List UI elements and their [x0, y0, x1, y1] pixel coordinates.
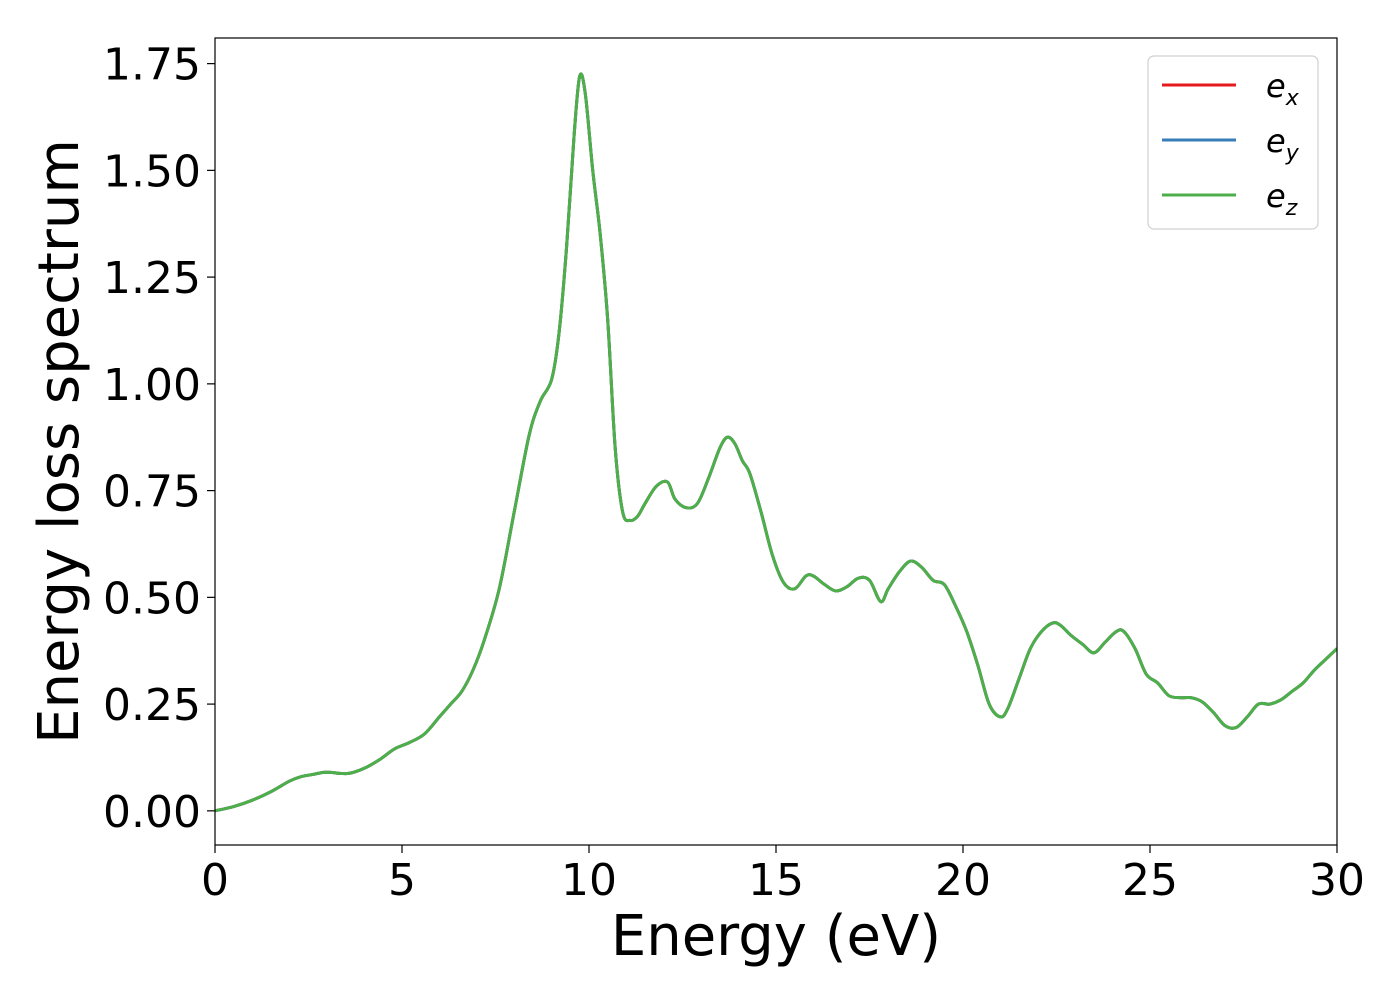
x-tick-label: 0 [201, 855, 229, 906]
x-axis-label: Energy (eV) [611, 904, 941, 969]
x-tick-label: 20 [935, 855, 991, 906]
legend-label-x: ex [1266, 67, 1300, 111]
y-tick-label: 0.25 [103, 680, 201, 731]
y-tick-label: 0.75 [103, 467, 201, 518]
x-tick-label: 5 [388, 855, 416, 906]
legend-label-z: ez [1266, 177, 1298, 221]
legend-frame [1147, 55, 1319, 230]
y-axis: 0.00 0.25 0.50 0.75 1.00 1.25 1.50 1.75 [103, 40, 215, 838]
y-axis-label: Energy loss spectrum [27, 139, 92, 744]
x-axis: 0 5 10 15 20 25 30 [201, 845, 1365, 906]
y-tick-label: 1.75 [103, 40, 201, 91]
x-tick-label: 30 [1309, 855, 1365, 906]
x-tick-label: 10 [561, 855, 617, 906]
y-tick-label: 0.00 [103, 787, 201, 838]
y-tick-label: 1.25 [103, 253, 201, 304]
y-tick-label: 0.50 [103, 573, 201, 624]
legend-label-y: ey [1266, 122, 1300, 166]
y-tick-label: 1.00 [103, 360, 201, 411]
x-tick-label: 15 [748, 855, 804, 906]
series-layer [215, 72, 1337, 813]
series-line-z [215, 72, 1337, 813]
x-tick-label: 25 [1122, 855, 1178, 906]
legend: ex ey ez [1147, 55, 1319, 230]
y-tick-label: 1.50 [103, 146, 201, 197]
